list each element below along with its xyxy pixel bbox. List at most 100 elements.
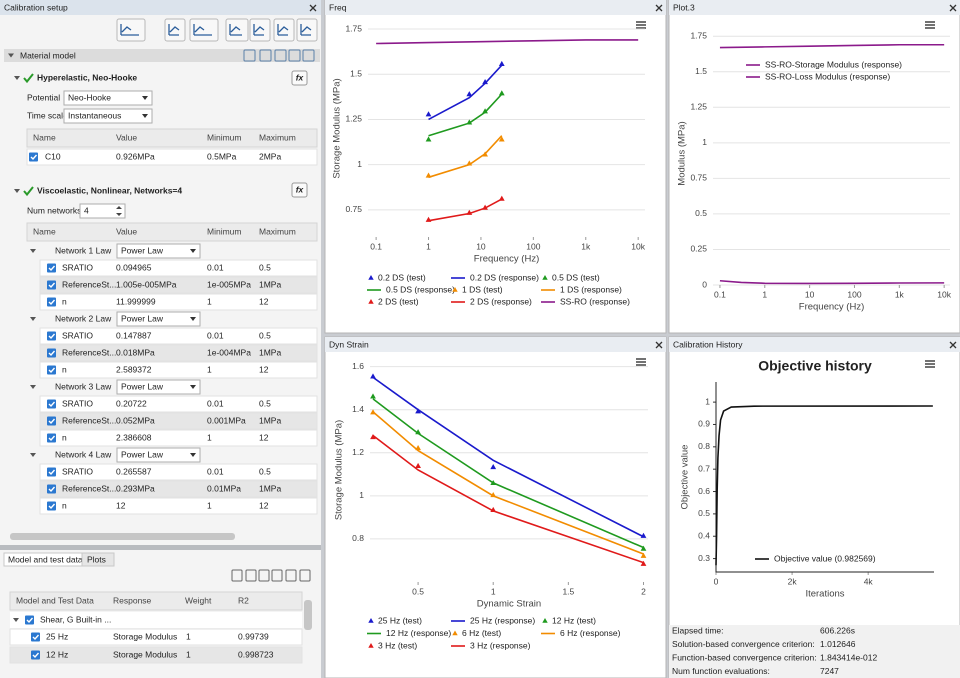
table-row (39, 344, 318, 362)
expander[interactable] (8, 53, 14, 58)
table-cell: 11.999999 (116, 296, 156, 306)
table-cell: 1 (186, 649, 191, 659)
field-label: Potential (27, 92, 60, 102)
dropdown[interactable] (63, 90, 153, 106)
close-button[interactable] (655, 4, 663, 12)
checkbox[interactable] (29, 152, 38, 162)
checkbox[interactable] (47, 297, 56, 307)
legend-label[interactable]: 12 Hz (response) (386, 628, 451, 638)
table-cell: SRATIO (62, 262, 93, 272)
fx-button[interactable] (291, 70, 308, 86)
dropdown[interactable] (116, 379, 201, 395)
legend-label[interactable]: 6 Hz (test) (462, 628, 501, 638)
expander[interactable] (30, 385, 36, 389)
data-tool[interactable] (285, 569, 297, 582)
checkbox[interactable] (47, 365, 56, 375)
expander[interactable] (30, 249, 36, 253)
checkbox[interactable] (47, 416, 56, 426)
checkbox[interactable] (47, 484, 56, 494)
legend-label[interactable]: 2 DS (test) (378, 296, 419, 306)
table-cell: 0.5 (259, 262, 271, 272)
section-tool[interactable] (274, 49, 287, 62)
data-tool[interactable] (271, 569, 283, 582)
toolbar-icon (253, 24, 265, 36)
legend-label[interactable]: 3 Hz (response) (470, 640, 531, 650)
legend-label[interactable]: 1 DS (test) (462, 284, 503, 294)
checkbox[interactable] (47, 280, 56, 290)
close-button[interactable] (655, 341, 663, 349)
section-tool[interactable] (243, 49, 256, 62)
legend-label[interactable]: Objective value (0.982569) (774, 553, 876, 563)
data-tool[interactable] (231, 569, 243, 582)
checkbox[interactable] (47, 263, 56, 273)
expander[interactable] (30, 317, 36, 321)
close-button[interactable] (949, 4, 957, 12)
toolbar-button[interactable] (164, 18, 186, 42)
legend-label[interactable]: 25 Hz (response) (470, 615, 535, 625)
dropdown[interactable] (116, 243, 201, 259)
legend-label[interactable]: 0.5 DS (test) (552, 272, 600, 282)
dropdown[interactable] (116, 447, 201, 463)
toolbar-button[interactable] (273, 18, 295, 42)
legend-label[interactable]: 6 Hz (response) (560, 628, 621, 638)
legend-label[interactable]: 1 DS (response) (560, 284, 622, 294)
checkbox[interactable] (25, 615, 34, 625)
checkbox[interactable] (47, 331, 56, 341)
fx-button[interactable] (291, 182, 308, 198)
checkbox[interactable] (47, 467, 56, 477)
checkbox[interactable] (47, 501, 56, 511)
data-line (372, 411, 644, 555)
section-tool[interactable] (302, 49, 315, 62)
expander[interactable] (14, 76, 20, 80)
legend-marker (542, 618, 548, 623)
checkbox[interactable] (31, 650, 40, 660)
chart-menu[interactable] (636, 358, 646, 366)
dropdown[interactable] (63, 108, 153, 124)
tab[interactable] (81, 552, 115, 567)
expander[interactable] (14, 189, 20, 193)
legend-label[interactable]: 0.2 DS (response) (470, 272, 539, 282)
data-tool[interactable] (299, 569, 311, 582)
checkbox[interactable] (31, 632, 40, 642)
chart-menu[interactable] (925, 21, 935, 29)
model-title: Viscoelastic, Nonlinear, Networks=4 (37, 185, 182, 195)
y-tick-label: 0.9 (698, 419, 710, 429)
column-header: Minimum (207, 226, 241, 236)
checkbox[interactable] (47, 433, 56, 443)
data-tool[interactable] (258, 569, 270, 582)
legend-label[interactable]: 3 Hz (test) (378, 640, 417, 650)
expander[interactable] (30, 453, 36, 457)
scrollbar-thumb[interactable] (304, 600, 312, 630)
checkbox-tick (48, 265, 56, 272)
spin-box[interactable] (79, 203, 126, 219)
legend-label[interactable]: SS-RO-Storage Modulus (response) (765, 59, 902, 69)
legend-label[interactable]: SS-RO (response) (560, 296, 630, 306)
spin-arrows[interactable] (116, 206, 122, 216)
legend-label[interactable]: 25 Hz (test) (378, 615, 422, 625)
expander[interactable] (13, 618, 19, 622)
close-button[interactable] (949, 341, 957, 349)
data-tool[interactable] (245, 569, 257, 582)
legend-label[interactable]: SS-RO-Loss Modulus (response) (765, 71, 890, 81)
table-cell: 2.386608 (116, 432, 152, 442)
toolbar-button[interactable] (296, 18, 318, 42)
legend-label[interactable]: 2 DS (response) (470, 296, 532, 306)
chart-menu[interactable] (925, 360, 935, 368)
network-label: Network 1 Law (55, 245, 112, 255)
y-tick-label: 1.5 (350, 69, 362, 79)
legend-label[interactable]: 0.2 DS (test) (378, 272, 426, 282)
toolbar-button[interactable] (225, 18, 249, 42)
scrollbar-thumb[interactable] (10, 533, 235, 540)
section-tool[interactable] (259, 49, 272, 62)
table-cell: 1e-004MPa (207, 347, 251, 357)
legend-label[interactable]: 12 Hz (test) (552, 615, 596, 625)
dropdown[interactable] (116, 311, 201, 327)
checkbox[interactable] (47, 348, 56, 358)
chart-menu[interactable] (636, 21, 646, 29)
checkbox[interactable] (47, 399, 56, 409)
section-tool[interactable] (288, 49, 301, 62)
close-button[interactable] (309, 4, 317, 12)
toolbar-button[interactable] (249, 18, 271, 42)
table-row (9, 628, 303, 646)
legend-label[interactable]: 0.5 DS (response) (386, 284, 455, 294)
